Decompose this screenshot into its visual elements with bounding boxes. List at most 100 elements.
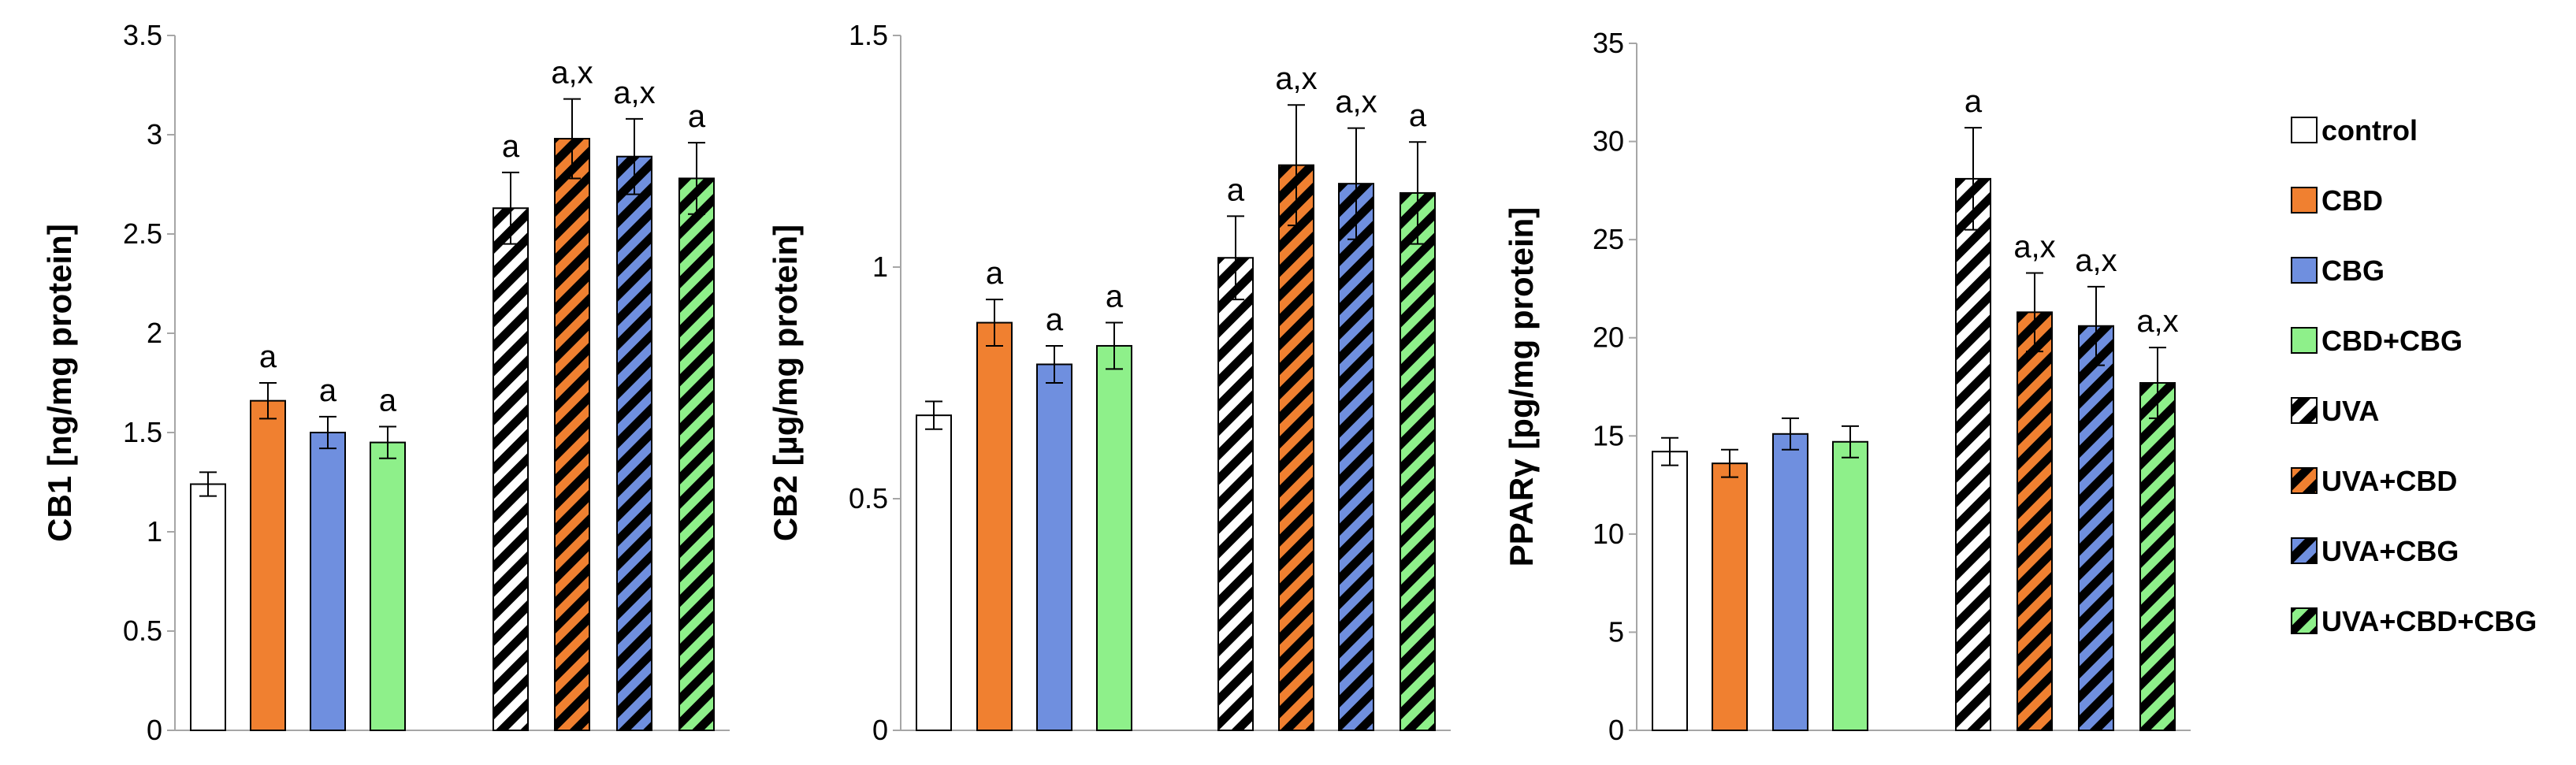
y-tick-label: 1.5	[849, 19, 888, 51]
y-tick-label: 2.5	[123, 217, 162, 250]
significance-label: a	[1046, 303, 1064, 337]
significance-label: a,x	[2136, 304, 2178, 339]
chart-panel-2: 0 0.5 1 1.5 CB2 [µg/mg protein] a a a a a,x a,x a	[767, 19, 1451, 746]
y-tick-label: 0	[1608, 714, 1624, 746]
legend: control CBD CBG CBD+CBG UVA UVA+CBD UVA+CBG UVA…	[2291, 114, 2537, 637]
bar-uva-hatch	[1956, 178, 1991, 730]
legend-label: UVA+CBD+CBG	[2321, 605, 2537, 637]
legend-swatch-outline	[2291, 537, 2318, 564]
legend-swatch-outline	[2291, 117, 2318, 143]
legend-swatch	[2292, 258, 2317, 283]
legend-item-cbd-cbg: CBD+CBG	[2291, 325, 2463, 357]
significance-label: a	[319, 373, 337, 408]
bar-uva-cbd-hatch	[555, 139, 589, 731]
bar-uva-hatch	[493, 208, 528, 730]
y-tick-label: 3	[147, 118, 162, 150]
bar-uva-cbd-cbg-hatch	[2140, 383, 2175, 730]
bar-uva-cbd-cbg-hatch	[1400, 192, 1435, 731]
bar-cbd	[251, 400, 285, 730]
legend-item-uva: UVA	[2291, 395, 2379, 427]
significance-label: a,x	[2075, 243, 2117, 278]
legend-label: CBG	[2321, 254, 2385, 287]
legend-swatch	[2292, 188, 2317, 213]
legend-item-cbg: CBG	[2291, 254, 2385, 287]
significance-label: a	[502, 129, 520, 164]
y-tick-label: 0	[147, 714, 162, 746]
bar-cbd-cbg	[370, 442, 405, 730]
legend-label: control	[2321, 114, 2418, 147]
y-tick-label: 0.5	[849, 482, 888, 514]
significance-label: a	[986, 256, 1004, 291]
y-tick-label: 3.5	[123, 19, 162, 51]
y-tick-label: 30	[1593, 125, 1624, 158]
legend-item-uva-cbd-cbg: UVA+CBD+CBG	[2291, 605, 2537, 637]
bar-cbg	[1037, 364, 1072, 730]
legend-swatch-outline	[2291, 187, 2318, 214]
chart-panel-3: 0 5 10 15 20 25 30 35 PPARγ [pg/mg protein] a a,x a…	[1503, 27, 2191, 746]
y-axis-label: CB2 [µg/mg protein]	[767, 225, 804, 541]
legend-swatch-hatch	[2292, 608, 2317, 633]
bar-cbd	[1712, 463, 1747, 730]
bar-cbg	[1773, 433, 1808, 730]
bar-uva-hatch	[1218, 258, 1253, 730]
significance-label: a	[688, 99, 706, 134]
y-tick-label: 0	[872, 714, 888, 746]
legend-swatch-hatch	[2292, 538, 2317, 563]
bar-uva-cbd-hatch	[2017, 312, 2052, 731]
legend-swatch-hatch	[2292, 468, 2317, 493]
legend-label: CBD+CBG	[2321, 325, 2463, 357]
legend-swatch-outline	[2291, 607, 2318, 634]
y-tick-label: 20	[1593, 321, 1624, 354]
y-tick-label: 1	[872, 251, 888, 283]
significance-label: a,x	[2013, 229, 2055, 264]
bar-uva-cbg-hatch	[2079, 325, 2113, 730]
y-axis-label: CB1 [ng/mg protein]	[41, 224, 78, 542]
bar-cbd	[977, 322, 1012, 730]
y-tick-label: 1	[147, 515, 162, 548]
legend-label: CBD	[2321, 184, 2383, 217]
bar-control	[191, 484, 225, 730]
significance-label: a	[259, 340, 277, 374]
significance-label: a	[1227, 173, 1245, 207]
bar-uva-cbd-hatch	[1279, 165, 1314, 730]
legend-swatch-outline	[2291, 467, 2318, 494]
bar-uva-cbg-hatch	[617, 156, 652, 731]
legend-swatch-outline	[2291, 327, 2318, 354]
bar-cbd-cbg	[1833, 441, 1868, 730]
y-tick-label: 10	[1593, 518, 1624, 550]
y-tick-label: 5	[1608, 615, 1624, 648]
legend-label: UVA+CBG	[2321, 535, 2459, 567]
bar-uva-cbg-hatch	[1339, 184, 1373, 730]
significance-label: a	[1965, 84, 1983, 119]
significance-label: a,x	[1275, 61, 1317, 96]
y-tick-label: 1.5	[123, 416, 162, 448]
significance-label: a,x	[551, 56, 593, 91]
y-tick-label: 0.5	[123, 615, 162, 647]
legend-swatch-hatch	[2292, 398, 2317, 423]
y-tick-label: 2	[147, 317, 162, 349]
bar-uva-cbd-cbg-hatch	[679, 178, 714, 730]
legend-label: UVA+CBD	[2321, 465, 2457, 497]
significance-label: a	[1106, 280, 1124, 314]
legend-label: UVA	[2321, 395, 2379, 427]
legend-item-uva-cbd: UVA+CBD	[2291, 465, 2457, 497]
significance-label: a,x	[613, 76, 655, 110]
y-axis-label: PPARγ [pg/mg protein]	[1503, 207, 1540, 567]
legend-swatch	[2292, 117, 2317, 143]
significance-label: a	[1409, 98, 1427, 133]
legend-item-control: control	[2291, 114, 2418, 147]
significance-label: a	[379, 383, 397, 418]
legend-swatch-outline	[2291, 397, 2318, 424]
bar-cbd-cbg	[1097, 345, 1132, 730]
legend-item-uva-cbg: UVA+CBG	[2291, 535, 2459, 567]
bar-control	[916, 415, 951, 730]
legend-swatch	[2292, 328, 2317, 353]
legend-item-cbd: CBD	[2291, 184, 2383, 217]
bar-control	[1652, 451, 1687, 730]
significance-label: a,x	[1335, 85, 1377, 120]
y-tick-label: 35	[1593, 27, 1624, 59]
legend-swatch-outline	[2291, 257, 2318, 284]
